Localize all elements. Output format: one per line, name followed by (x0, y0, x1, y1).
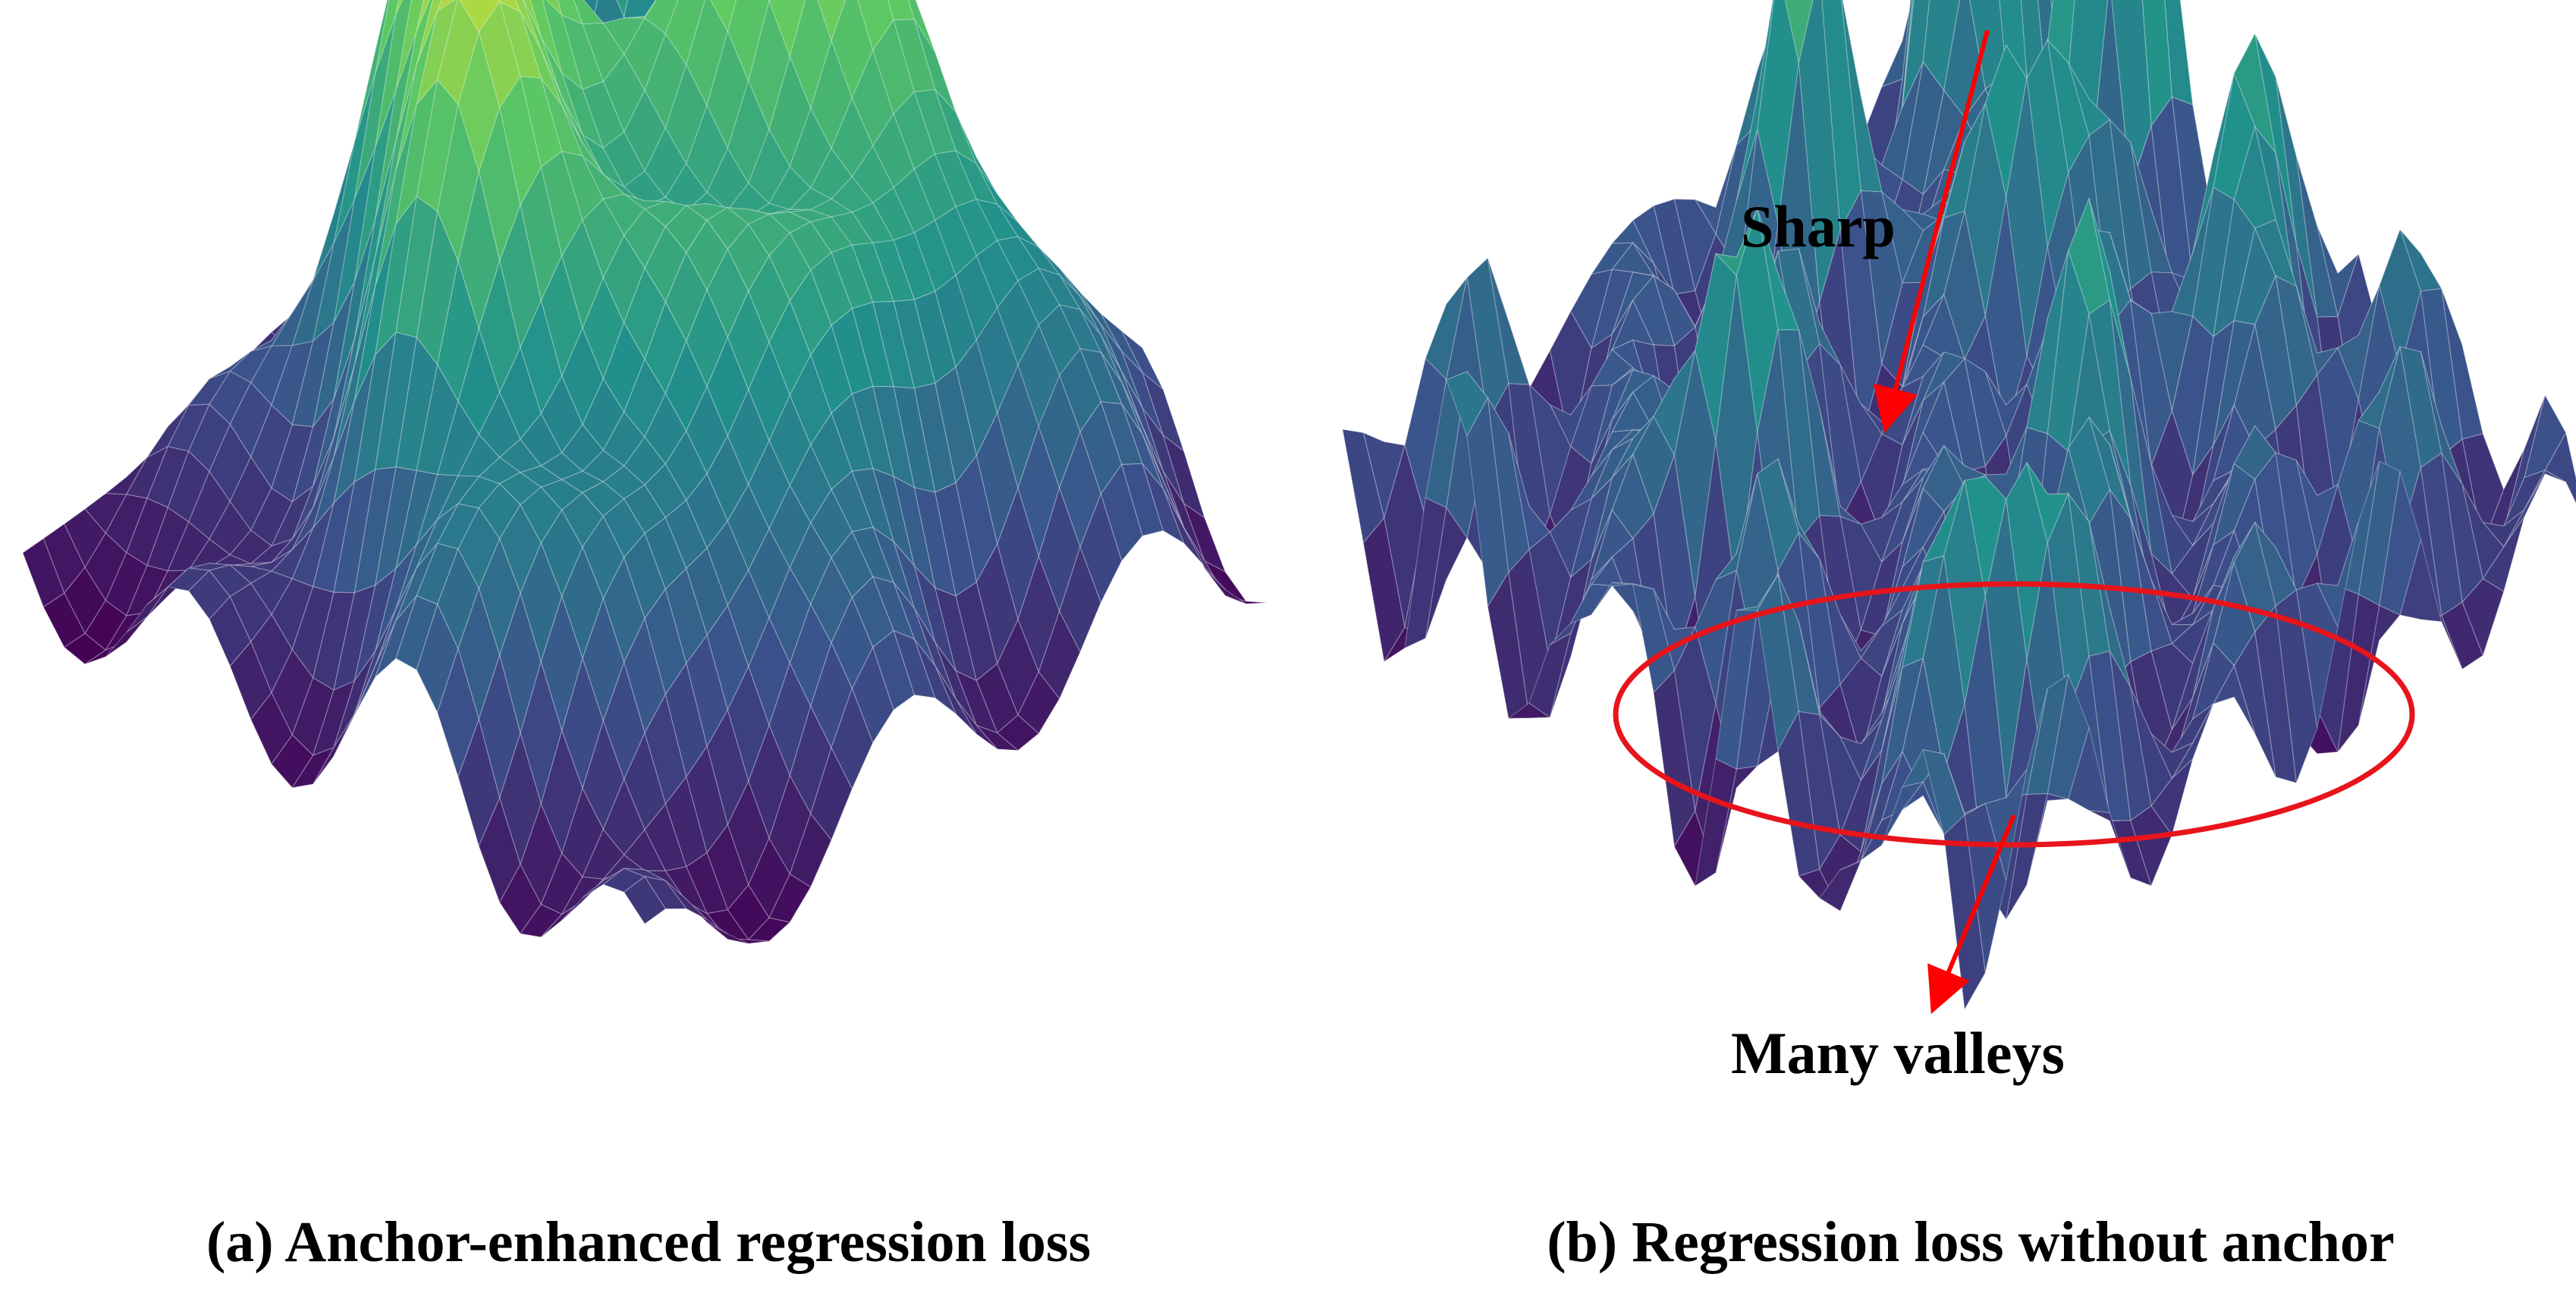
caption-panel-a: (a) Anchor-enhanced regression loss (206, 1210, 1092, 1274)
annotation-layer (1613, 30, 2415, 1015)
surface-facet (523, 0, 542, 37)
valley-region-ellipse (1613, 581, 2415, 848)
surface-facet (436, 0, 455, 12)
sharp-arrow (1873, 30, 1990, 434)
caption-panel-b: (b) Regression loss without anchor (1547, 1210, 2395, 1274)
annotation-many-valleys: Many valleys (1731, 1020, 2065, 1086)
annotation-sharp: Sharp (1741, 193, 1896, 259)
surface-facet (623, 876, 667, 925)
surface-facet (1902, 0, 1915, 105)
surface-facet (395, 0, 404, 15)
surface-facet (416, 0, 430, 32)
surface-facet (545, 0, 563, 17)
loss-surface-without-anchor (1342, 0, 2576, 1011)
loss-surface-anchor-enhanced (22, 0, 1268, 944)
valleys-arrow (1927, 814, 2016, 1015)
